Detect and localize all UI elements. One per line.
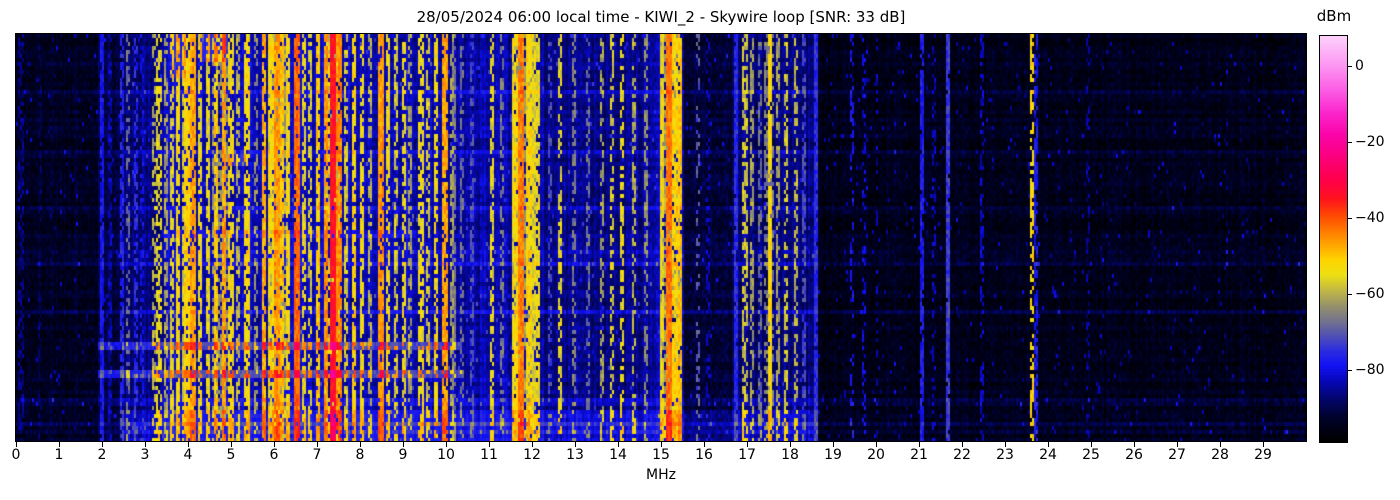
x-tick-label: 2 (97, 447, 107, 463)
x-tick-label: 25 (1082, 447, 1100, 463)
x-tick (1220, 442, 1221, 447)
waterfall-canvas (16, 34, 1306, 441)
colorbar-tick (1348, 66, 1352, 68)
x-tick (1263, 442, 1264, 447)
x-tick (1005, 442, 1006, 447)
x-tick (919, 442, 920, 447)
x-tick-label: 20 (867, 447, 885, 463)
colorbar-tick (1348, 142, 1352, 144)
x-tick-label: 23 (996, 447, 1014, 463)
colorbar-tick-label: 0 (1355, 58, 1364, 75)
colorbar-gradient-canvas (1320, 36, 1347, 442)
x-tick (704, 442, 705, 447)
x-tick (145, 442, 146, 447)
x-tick (876, 442, 877, 447)
colorbar-tick-label: −20 (1355, 134, 1385, 151)
x-tick-label: 28 (1211, 447, 1229, 463)
x-tick (489, 442, 490, 447)
x-tick (231, 442, 232, 447)
x-tick (16, 442, 17, 447)
x-tick-label: 11 (480, 447, 498, 463)
colorbar-tick (1348, 369, 1352, 371)
x-tick (188, 442, 189, 447)
x-tick (1177, 442, 1178, 447)
x-tick-label: 16 (695, 447, 713, 463)
x-tick (790, 442, 791, 447)
colorbar-tick-label: −80 (1355, 361, 1385, 378)
x-tick (962, 442, 963, 447)
plot-title: 28/05/2024 06:00 local time - KIWI_2 - S… (416, 8, 906, 26)
colorbar (1319, 35, 1348, 443)
colorbar-tick-label: −60 (1355, 286, 1385, 303)
x-tick-label: 22 (953, 447, 971, 463)
x-tick-label: 0 (11, 447, 21, 463)
x-tick-label: 12 (523, 447, 541, 463)
x-tick (833, 442, 834, 447)
x-tick-label: 13 (566, 447, 584, 463)
x-tick-label: 26 (1125, 447, 1143, 463)
x-tick-label: 5 (226, 447, 236, 463)
x-tick (1048, 442, 1049, 447)
x-tick (1091, 442, 1092, 447)
x-tick (59, 442, 60, 447)
x-tick-label: 29 (1254, 447, 1272, 463)
x-tick-label: 27 (1168, 447, 1186, 463)
x-tick-label: 3 (140, 447, 150, 463)
x-tick-label: 14 (609, 447, 627, 463)
x-tick-label: 4 (183, 447, 193, 463)
x-tick (274, 442, 275, 447)
x-tick (618, 442, 619, 447)
colorbar-tick-label: −40 (1355, 210, 1385, 227)
x-tick-label: 9 (398, 447, 408, 463)
x-axis-label: MHz (646, 467, 676, 483)
waterfall-plot (15, 33, 1307, 442)
x-tick (403, 442, 404, 447)
x-tick (102, 442, 103, 447)
x-tick-label: 15 (652, 447, 670, 463)
x-tick-label: 17 (738, 447, 756, 463)
x-tick-label: 1 (54, 447, 64, 463)
x-tick-label: 6 (269, 447, 279, 463)
x-tick (360, 442, 361, 447)
x-tick-label: 18 (781, 447, 799, 463)
x-tick-label: 21 (910, 447, 928, 463)
x-tick (1134, 442, 1135, 447)
colorbar-label: dBm (1316, 7, 1352, 25)
x-tick (446, 442, 447, 447)
x-tick-label: 19 (824, 447, 842, 463)
x-tick-label: 10 (437, 447, 455, 463)
x-tick-label: 7 (312, 447, 322, 463)
x-tick (747, 442, 748, 447)
x-tick-label: 24 (1039, 447, 1057, 463)
x-tick (317, 442, 318, 447)
colorbar-tick (1348, 218, 1352, 220)
x-tick-label: 8 (355, 447, 365, 463)
colorbar-tick (1348, 294, 1352, 296)
x-tick (661, 442, 662, 447)
x-tick (532, 442, 533, 447)
x-tick (575, 442, 576, 447)
